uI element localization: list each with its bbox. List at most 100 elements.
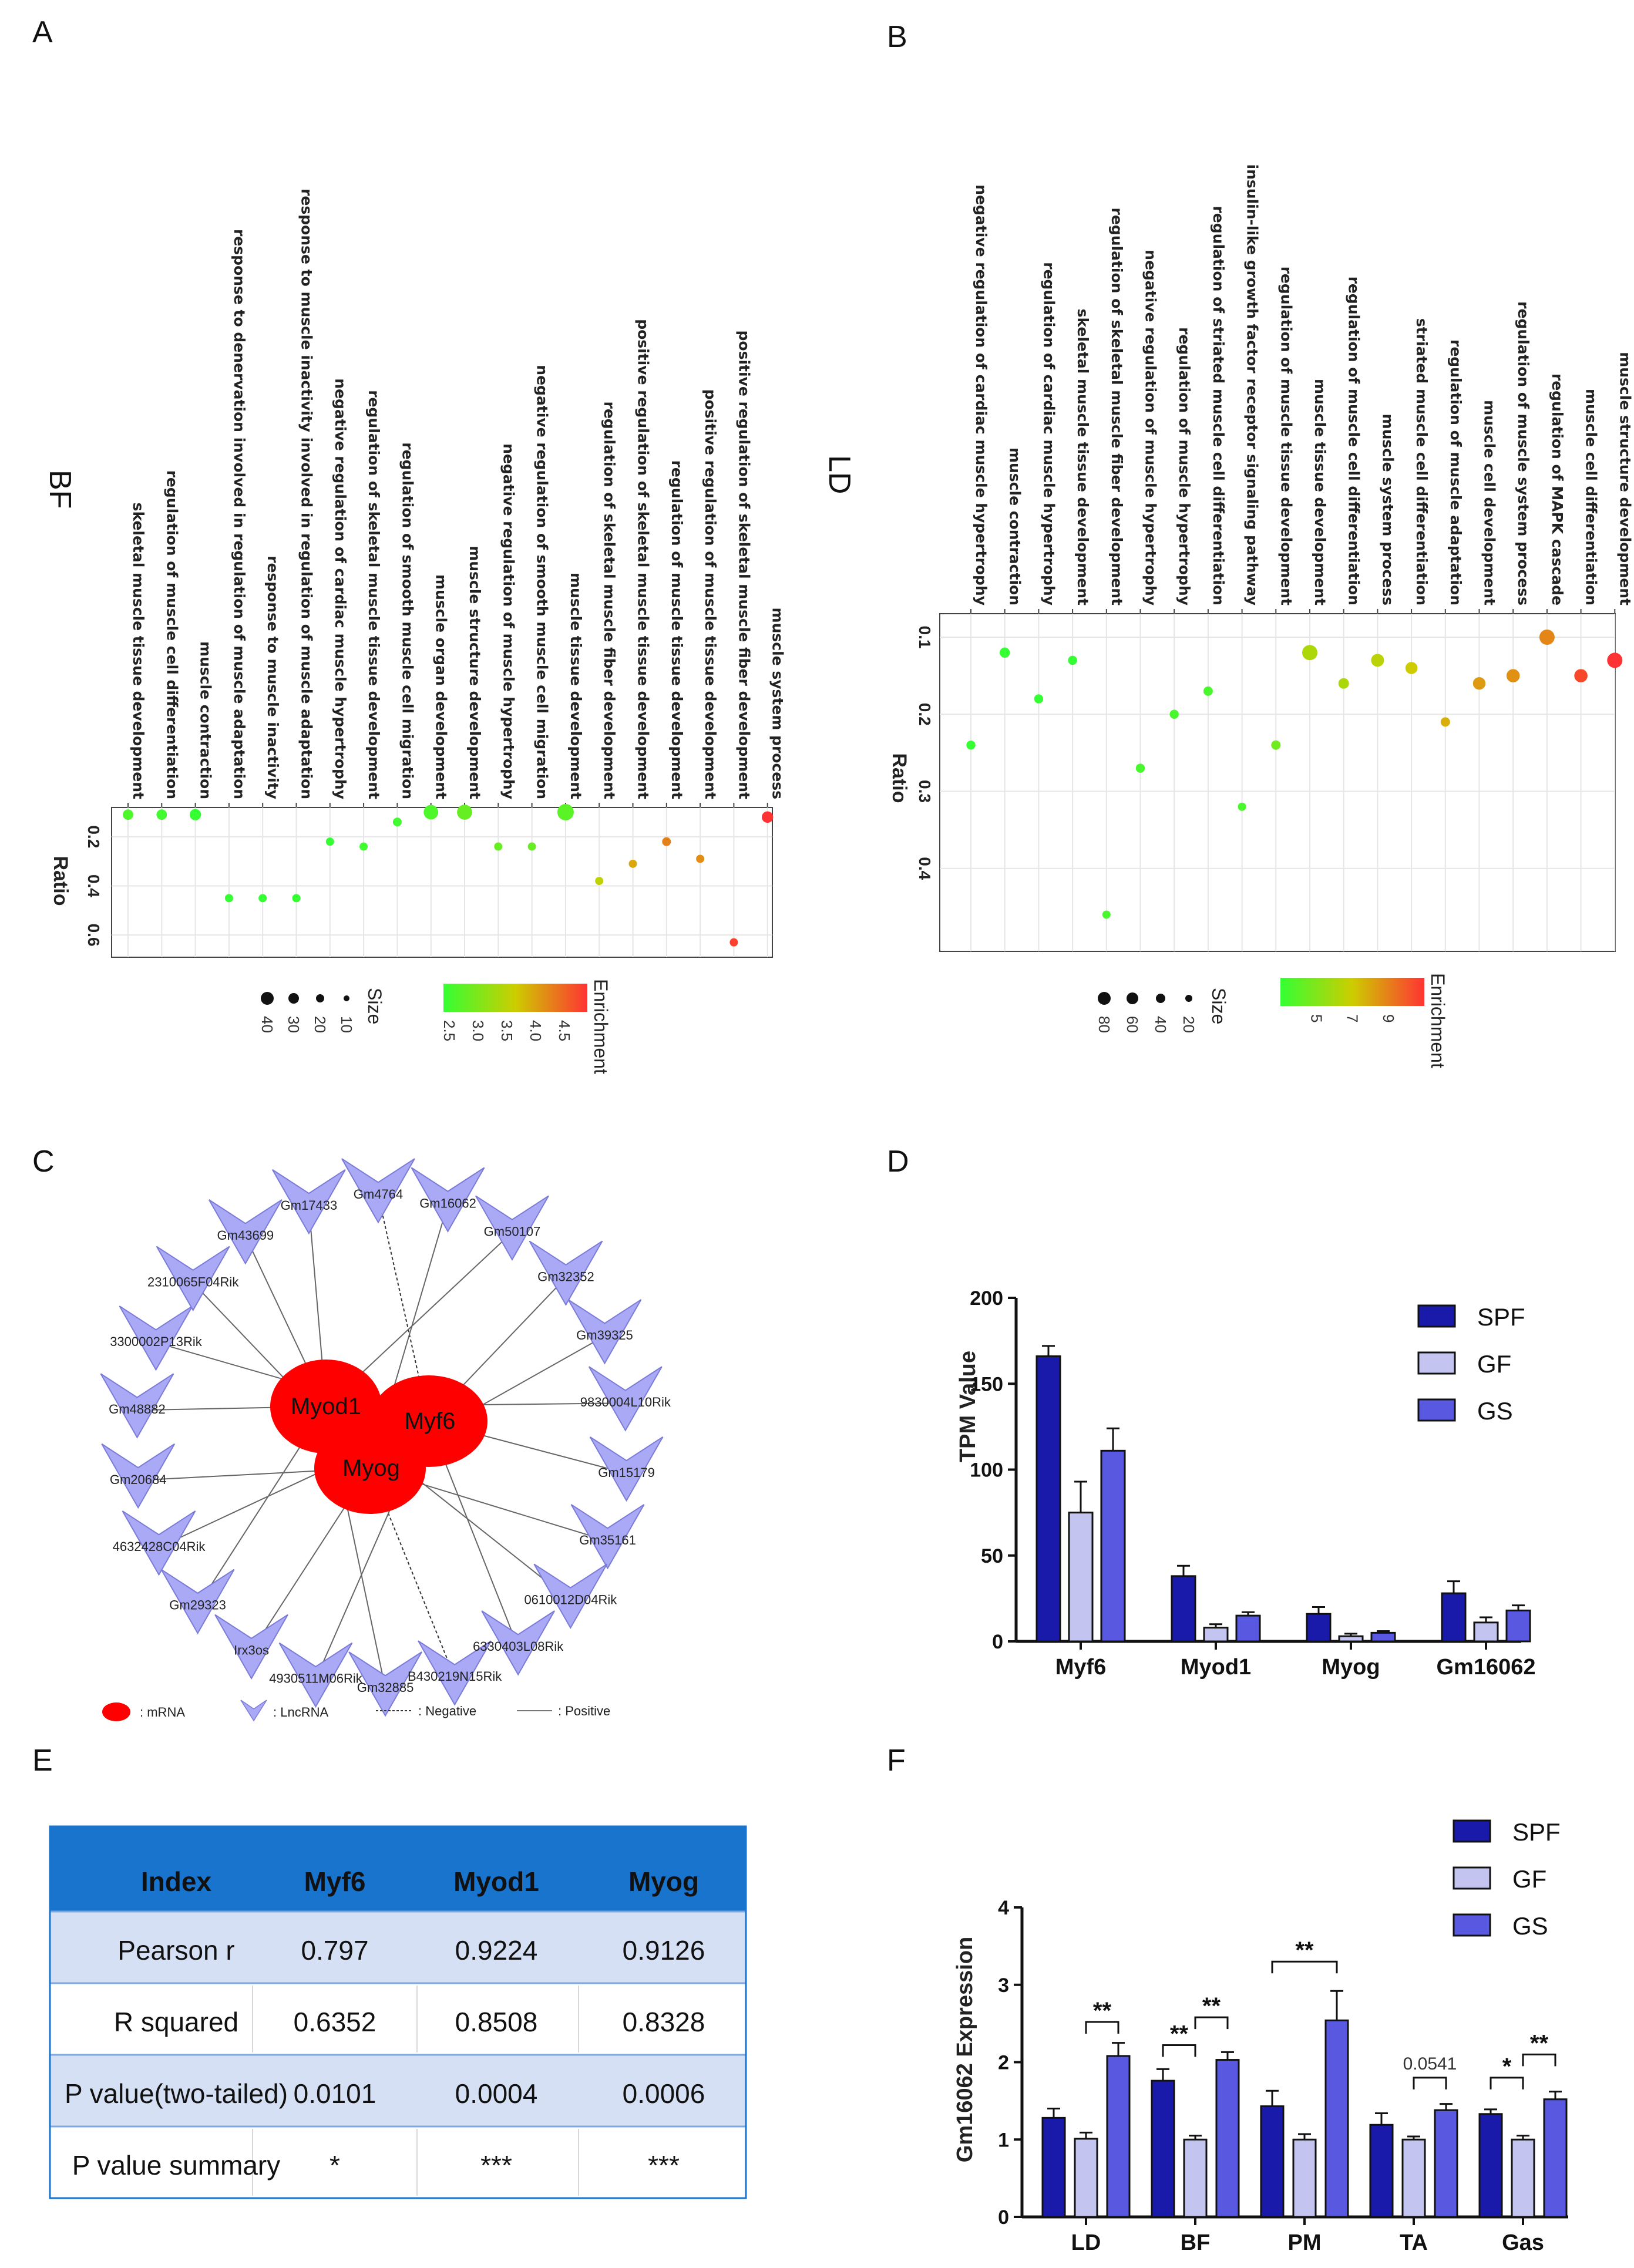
go-term-dot bbox=[696, 854, 705, 863]
size-legend-value: 80 bbox=[1095, 1016, 1113, 1033]
x-category-label: Gas bbox=[1502, 2230, 1544, 2255]
color-legend-value: 4.5 bbox=[556, 1020, 573, 1041]
go-term-dot bbox=[762, 811, 774, 823]
legend-lncrna-label: : LncRNA bbox=[273, 1705, 328, 1719]
network-lncrna-nodes bbox=[100, 1158, 664, 1717]
go-term-label: muscle system process bbox=[1379, 414, 1396, 605]
y-tick-label: 0 bbox=[992, 1631, 1003, 1653]
bar-gf bbox=[1511, 2138, 1535, 2218]
go-term-label: muscle structure development bbox=[1616, 352, 1633, 605]
go-term-dot bbox=[1068, 655, 1077, 665]
panel-b-size-legend: 80 60 40 20 Size bbox=[1095, 988, 1229, 1033]
mrna-label-myod1: Myod1 bbox=[291, 1394, 361, 1419]
bar-spf bbox=[1260, 2105, 1285, 2218]
ratio-tick-label: 0.1 bbox=[916, 626, 934, 649]
go-term-label: regulation of muscle cell differentiatio… bbox=[1346, 277, 1363, 605]
panel-b-plot-frame bbox=[939, 613, 1616, 952]
bar-spf bbox=[1041, 2116, 1066, 2218]
legend-label: GS bbox=[1477, 1397, 1513, 1425]
lncrna-node bbox=[567, 1299, 642, 1365]
table-cell: 0.9126 bbox=[623, 1935, 705, 1966]
panel-b-term-labels: negative regulation of cardiac muscle hy… bbox=[973, 164, 1633, 606]
panel-d-tpm-bar-chart: TPM Value 0 50 100 150 200 Myf6 Myod1 Myog Gm160… bbox=[956, 1287, 1536, 1680]
size-legend-value: 10 bbox=[338, 1016, 355, 1033]
go-term-dot bbox=[224, 894, 233, 903]
go-term-dot bbox=[1440, 717, 1450, 727]
significance-bracket bbox=[1413, 2077, 1447, 2089]
ratio-tick-label: 0.4 bbox=[85, 874, 103, 897]
bar-spf bbox=[1478, 2113, 1503, 2218]
panel-a-side-label: BF bbox=[43, 470, 77, 509]
table-header-bg bbox=[50, 1826, 746, 1912]
x-category-label: PM bbox=[1288, 2230, 1322, 2255]
bar-gs bbox=[1324, 2019, 1349, 2218]
go-term-dot bbox=[729, 938, 738, 947]
lncrna-label: B430219N15Rik bbox=[408, 1669, 502, 1684]
bar-gf bbox=[1292, 2138, 1317, 2218]
go-term-dot bbox=[189, 809, 201, 820]
go-term-label: regulation of muscle cell differentiatio… bbox=[163, 470, 180, 799]
go-term-label: muscle tissue development bbox=[567, 573, 584, 799]
table-row-band bbox=[50, 2055, 746, 2126]
legend-swatch bbox=[1417, 1398, 1456, 1422]
significance-bracket bbox=[1085, 2021, 1119, 2034]
table-row-band bbox=[50, 1912, 746, 1983]
legend-swatch bbox=[1453, 1913, 1491, 1937]
legend-label: SPF bbox=[1477, 1303, 1525, 1331]
significance-label: ** bbox=[1093, 1998, 1112, 2024]
network-lncrna-labels: Gm17433 Gm4764 Gm16062 Gm50107 Gm32352 Gm3932… bbox=[109, 1187, 671, 1695]
go-term-label: negative regulation of muscle hypertroph… bbox=[1142, 250, 1159, 605]
go-term-dot bbox=[156, 809, 167, 820]
go-term-dot bbox=[292, 894, 301, 903]
go-term-dot bbox=[1338, 678, 1349, 689]
go-term-label: positive regulation of skeletal muscle f… bbox=[735, 331, 752, 800]
significance-label: ** bbox=[1170, 2021, 1189, 2047]
panel-f-ylabel: Gm16062 Expression bbox=[953, 1937, 977, 2162]
lncrna-node bbox=[160, 1569, 235, 1635]
lncrna-node bbox=[278, 1642, 353, 1708]
panel-d-axes: 0 50 100 150 200 Myf6 Myod1 Myog Gm16062 bbox=[970, 1287, 1535, 1680]
lncrna-label: Gm35161 bbox=[579, 1533, 636, 1547]
significance-label: * bbox=[1502, 2054, 1512, 2079]
bar-gf bbox=[1068, 1512, 1094, 1643]
panel-b-color-legend: 5 7 9 Enrichment bbox=[1280, 973, 1448, 1068]
lncrna-label: Gm39325 bbox=[576, 1328, 633, 1342]
go-term-dot bbox=[1302, 645, 1317, 661]
panel-f-bars bbox=[1041, 1990, 1568, 2218]
go-term-dot bbox=[1102, 910, 1111, 919]
lncrna-label: Gm48882 bbox=[109, 1402, 166, 1416]
lncrna-label: Gm20684 bbox=[110, 1472, 167, 1487]
table-frame bbox=[49, 1825, 747, 2199]
y-tick-label: 150 bbox=[970, 1373, 1003, 1395]
go-term-label: insulin-like growth factor receptor sign… bbox=[1244, 164, 1261, 605]
go-term-label: muscle organ development bbox=[433, 574, 450, 799]
size-legend-value: 20 bbox=[311, 1016, 329, 1033]
go-term-dot bbox=[359, 842, 368, 851]
bar-gs bbox=[1505, 1609, 1531, 1643]
lncrna-label: Irx3os bbox=[234, 1643, 269, 1658]
table-header-cell: Myod1 bbox=[453, 1866, 539, 1897]
bar-gf bbox=[1473, 1621, 1499, 1643]
size-legend-value: 60 bbox=[1124, 1016, 1141, 1033]
significance-bracket bbox=[1490, 2077, 1524, 2089]
size-legend-dot bbox=[288, 993, 299, 1004]
bar-spf bbox=[1306, 1613, 1332, 1643]
size-legend-dot bbox=[316, 994, 324, 1002]
lncrna-node bbox=[589, 1436, 664, 1502]
significance-bracket bbox=[1522, 2053, 1556, 2067]
lncrna-node bbox=[529, 1240, 603, 1306]
panel-a-grid bbox=[112, 803, 772, 957]
panel-a-color-legend: 2.5 3.0 3.5 4.0 4.5 Enrichment bbox=[441, 979, 611, 1074]
size-legend-dot bbox=[261, 992, 274, 1005]
lncrna-label: 3300002P13Rik bbox=[110, 1334, 203, 1349]
go-term-label: negative regulation of cardiac muscle hy… bbox=[332, 378, 349, 799]
go-term-label: regulation of cardiac muscle hypertrophy bbox=[1040, 262, 1057, 605]
lncrna-node bbox=[208, 1199, 283, 1265]
panel-a-size-legend: 40 30 20 10 Size bbox=[258, 988, 385, 1033]
panel-label-a: A bbox=[32, 15, 53, 49]
table-cell: P value summary bbox=[72, 2150, 281, 2180]
go-term-label: muscle structure development bbox=[466, 546, 483, 799]
y-tick-label: 200 bbox=[970, 1287, 1003, 1310]
table-cell: 0.6352 bbox=[294, 2007, 376, 2037]
panel-d-legend: SPF GF GS bbox=[1417, 1303, 1525, 1425]
